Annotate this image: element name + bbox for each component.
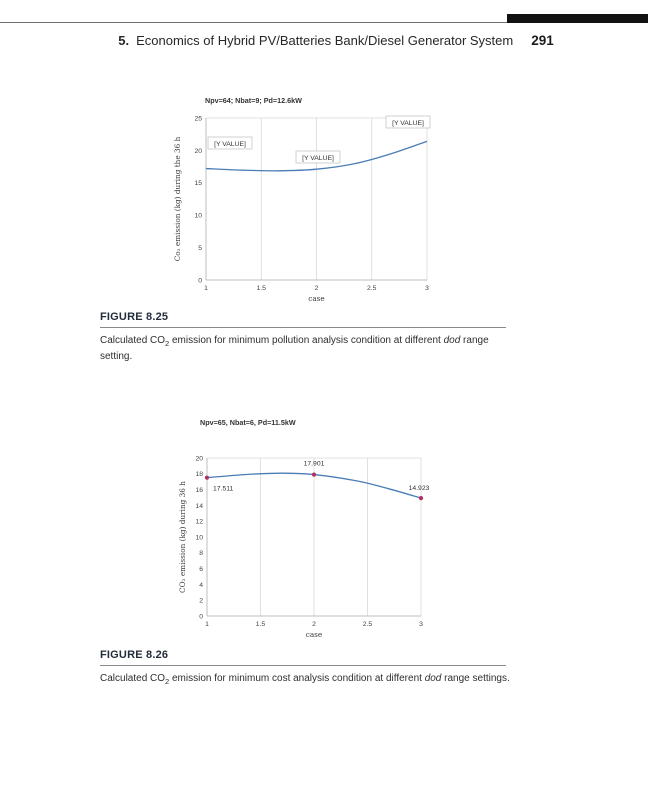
page-header: 5. Economics of Hybrid PV/Batteries Bank… [12,33,648,48]
svg-text:10: 10 [195,534,203,541]
svg-text:16: 16 [195,487,203,494]
caption-segment: emission for minimum cost analysis condi… [169,673,425,684]
caption-segment: range settings. [441,673,510,684]
svg-text:25: 25 [194,115,202,122]
page-number: 291 [531,33,554,48]
svg-text:18: 18 [195,471,203,478]
svg-text:0: 0 [199,613,203,620]
svg-text:17.511: 17.511 [213,486,234,493]
svg-text:12: 12 [195,519,203,526]
svg-text:case: case [306,630,323,639]
caption-segment: Calculated CO [100,335,166,346]
svg-text:2: 2 [315,285,319,292]
svg-text:10: 10 [194,213,202,220]
svg-text:8: 8 [199,550,203,557]
caption-italic-term: dod [424,673,442,684]
header-rule [0,22,507,23]
caption-segment: emission for minimum pollution analysis … [169,335,444,346]
figure-8-26-caption: FIGURE 8.26 Calculated CO2 emission for … [100,649,510,688]
svg-text:2: 2 [312,621,316,628]
svg-text:[Y VALUE]: [Y VALUE] [302,155,334,162]
figure-label: FIGURE 8.25 [100,311,169,323]
co2-emission-pollution-chart: 0 5 10 15 20 25 1 1.5 2 2.5 3 Npv=64; Nbat=9; Pd=12… [173,96,431,303]
svg-text:1.5: 1.5 [256,621,266,628]
caption-rule [100,327,506,328]
svg-text:3: 3 [419,621,423,628]
caption-segment: Calculated CO [100,673,166,684]
svg-text:1: 1 [205,621,209,628]
caption-italic-term: dod [443,335,461,346]
svg-text:1: 1 [204,285,208,292]
svg-text:case: case [308,294,325,303]
caption-subscript: 2 [165,339,170,348]
svg-text:20: 20 [194,148,202,155]
svg-text:[Y VALUE]: [Y VALUE] [214,141,246,148]
svg-text:2.5: 2.5 [363,621,373,628]
co2-emission-cost-chart: 0 2 4 6 8 10 12 14 16 18 20 1 1.5 2 2.5 3 Npv=65, Nbat=6… [178,418,430,639]
chapter-title: Economics of Hybrid PV/Batteries Bank/Di… [136,33,514,48]
header-black-bar [507,14,648,23]
svg-text:Co₂ emission (kg) during the 3: Co₂ emission (kg) during the 36 h [173,136,182,261]
caption-subscript: 2 [165,677,170,686]
svg-text:[Y VALUE]: [Y VALUE] [392,120,424,127]
figure-label: FIGURE 8.26 [100,649,169,661]
svg-text:2: 2 [199,598,203,605]
svg-text:Npv=65, Nbat=6, Pd=11.5kW: Npv=65, Nbat=6, Pd=11.5kW [200,418,296,427]
svg-text:4: 4 [199,582,203,589]
caption-rule [100,665,506,666]
svg-text:14.923: 14.923 [409,485,430,492]
figure-8-26-chart: 0 2 4 6 8 10 12 14 16 18 20 1 1.5 2 2.5 3 Npv=65, Nbat=6… [160,413,440,648]
caption-segment: range setting. [100,335,489,362]
svg-text:1.5: 1.5 [257,285,267,292]
svg-text:17.901: 17.901 [304,461,325,468]
svg-text:20: 20 [195,455,203,462]
caption-text: Calculated CO2 emission for minimum cost… [100,672,510,688]
figure-8-25-chart: 0 5 10 15 20 25 1 1.5 2 2.5 3 Npv=64; Nbat=9; Pd=12… [160,90,440,312]
chapter-number: 5. [118,33,130,48]
svg-text:Npv=64; Nbat=9; Pd=12.6kW: Npv=64; Nbat=9; Pd=12.6kW [205,96,302,105]
figure-8-25-caption: FIGURE 8.25 Calculated CO2 emission for … [100,311,510,364]
svg-text:3: 3 [425,285,429,292]
svg-text:15: 15 [194,180,202,187]
svg-text:CO₂ emission (kg) during 36 h: CO₂ emission (kg) during 36 h [178,481,187,593]
svg-text:5: 5 [198,245,202,252]
svg-text:6: 6 [199,566,203,573]
svg-text:2.5: 2.5 [367,285,377,292]
svg-text:0: 0 [198,277,202,284]
svg-text:14: 14 [195,503,203,510]
caption-text: Calculated CO2 emission for minimum poll… [100,334,510,364]
